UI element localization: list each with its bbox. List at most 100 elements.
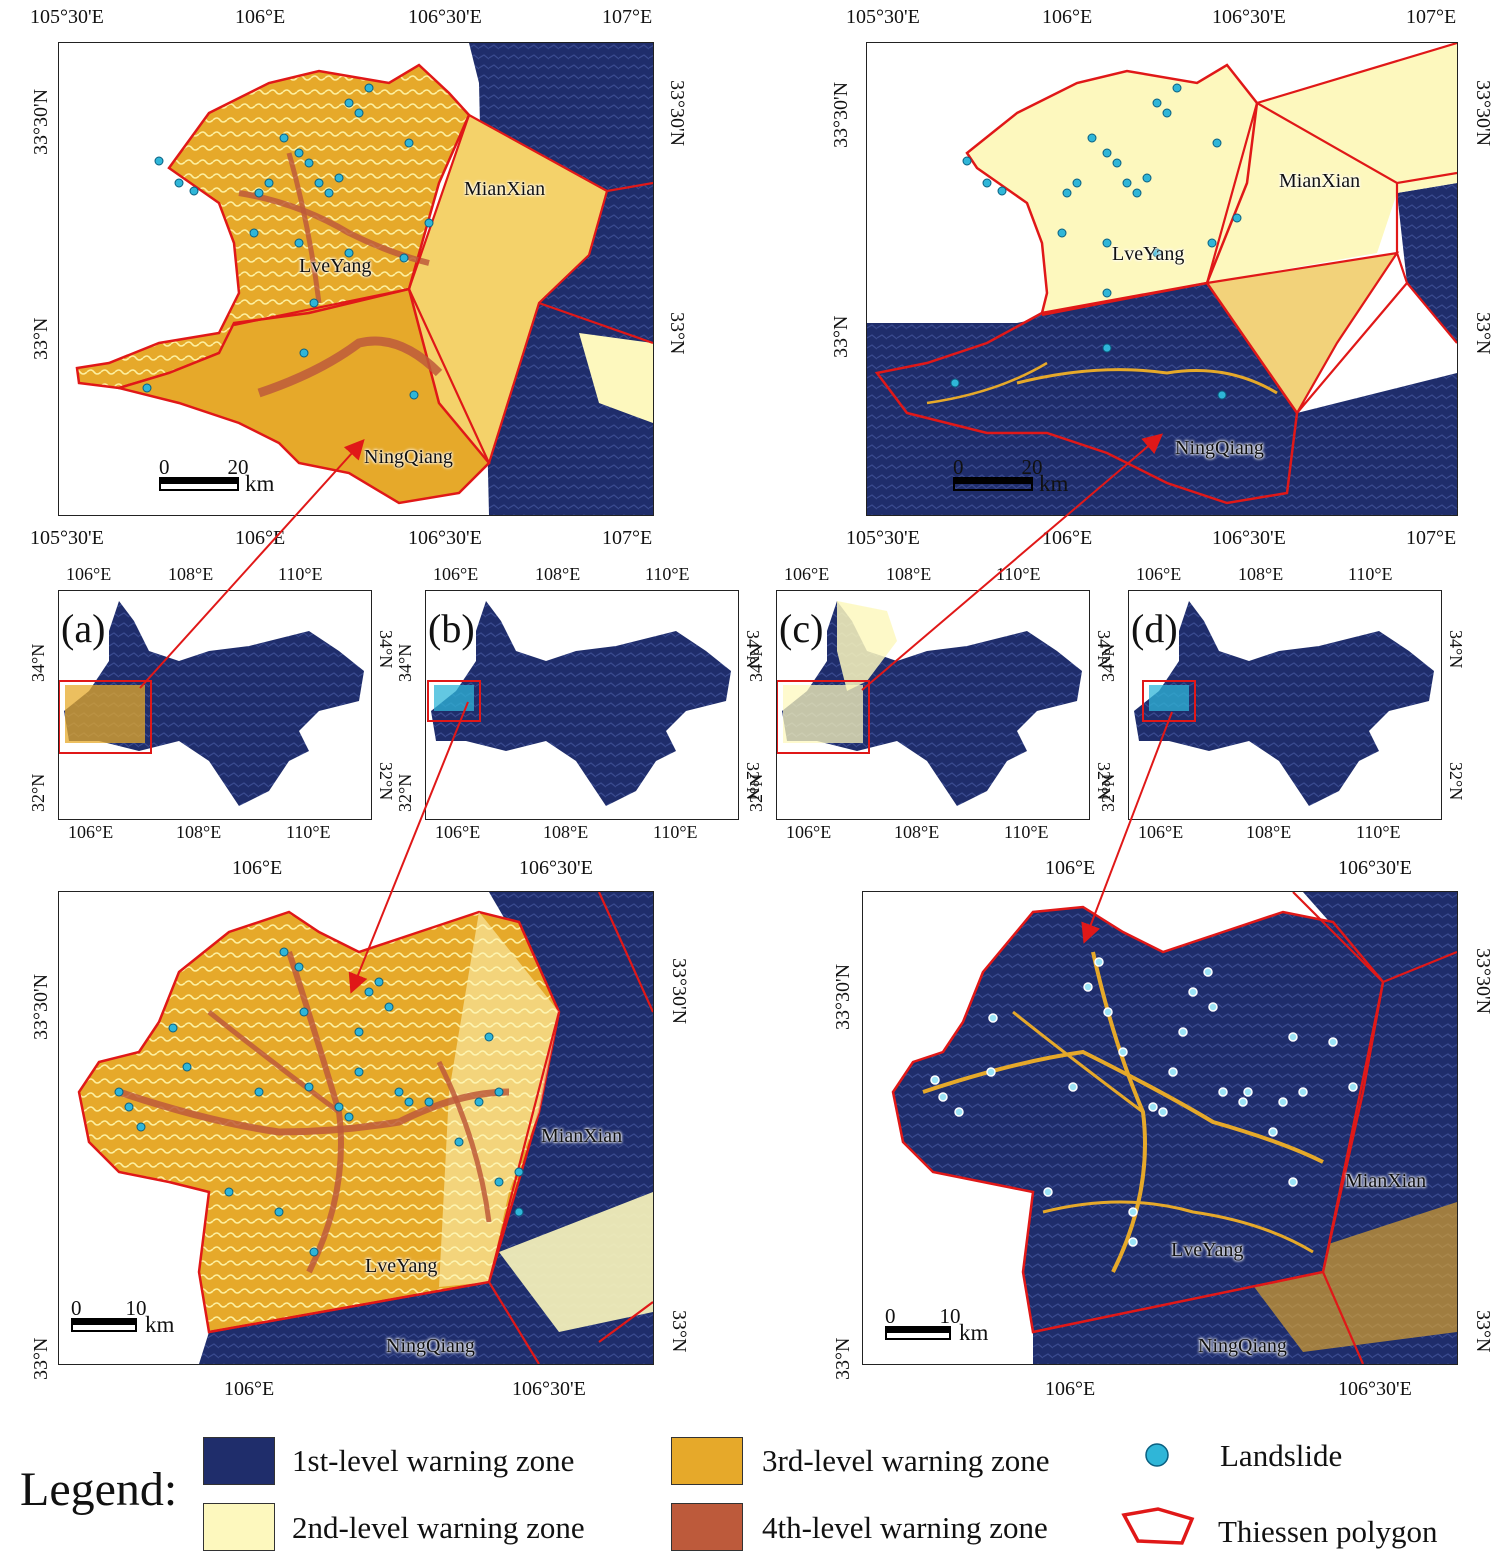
overview-map-panel: (d) — [1128, 590, 1442, 820]
bottom-tick: 105°30'E — [30, 527, 104, 549]
level4-valley — [117, 1088, 510, 1136]
top-tick: 107°E — [602, 6, 653, 28]
right-tick: 33°N — [668, 1310, 690, 1353]
level2-area — [1207, 43, 1457, 283]
top-tick: 106°E — [235, 6, 286, 28]
overview-bottom-tick: 108°E — [894, 822, 940, 842]
overview-bottom-tick: 108°E — [543, 822, 589, 842]
right-tick: 33°30'N — [1472, 80, 1494, 147]
overview-left-tick: 34°N — [28, 643, 48, 682]
overview-map-panel: (b) — [425, 590, 739, 820]
level3-area — [1243, 1202, 1457, 1352]
overview-map-svg — [1129, 591, 1441, 819]
left-tick: 33°N — [30, 1337, 52, 1380]
level2-area — [439, 912, 559, 1287]
left-tick: 33°N — [832, 1337, 854, 1380]
top-left-map-svg — [59, 43, 653, 515]
overview-bottom-tick: 108°E — [1246, 822, 1292, 842]
bottom-tick: 106°30'E — [1212, 527, 1286, 549]
overview-top-tick: 106°E — [433, 564, 479, 584]
label-ningqiang: NingQiang — [1175, 437, 1264, 459]
overview-left-tick: 34°N — [395, 643, 415, 682]
left-tick: 33°N — [830, 315, 852, 358]
top-tick: 105°30'E — [30, 6, 104, 28]
study-area-fill — [1149, 685, 1189, 711]
level3-area — [1207, 253, 1397, 413]
overview-left-tick: 32°N — [1098, 773, 1118, 812]
landslide-points — [930, 957, 1358, 1247]
legend-title: Legend: — [20, 1463, 178, 1516]
study-area-fill — [434, 685, 474, 711]
top-tick: 106°30'E — [1338, 857, 1412, 879]
bottom-tick: 107°E — [602, 527, 653, 549]
overview-top-tick: 106°E — [784, 564, 830, 584]
overview-right-tick: 32°N — [1446, 762, 1466, 801]
right-tick: 33°N — [1472, 1310, 1494, 1353]
overview-bottom-tick: 110°E — [653, 822, 698, 842]
level2-area — [499, 1192, 653, 1332]
overview-top-tick: 106°E — [1136, 564, 1182, 584]
thiessen-polygon-lines — [233, 113, 653, 464]
bottom-tick: 106°30'E — [512, 1378, 586, 1400]
overview-map-panel: (c) — [776, 590, 1090, 820]
level4-valley — [286, 152, 322, 304]
label-ningqiang: NingQiang — [386, 1335, 475, 1357]
label-mianxian: MianXian — [541, 1125, 623, 1147]
scale-end: 10 — [125, 1296, 147, 1320]
overview-left-tick: 34°N — [1098, 643, 1118, 682]
overview-bottom-tick: 110°E — [1004, 822, 1049, 842]
legend-landslide-icon — [1145, 1443, 1169, 1467]
study-area-box — [777, 680, 870, 754]
top-tick: 106°30'E — [1212, 6, 1286, 28]
legend-label-thiessen: Thiessen polygon — [1218, 1514, 1438, 1549]
label-mianxian: MianXian — [464, 178, 546, 200]
label-mianxian: MianXian — [1279, 170, 1361, 192]
panel-letter: (c) — [779, 606, 824, 651]
overview-bottom-tick: 110°E — [1356, 822, 1401, 842]
label-lveyang: LveYang — [1171, 1239, 1244, 1261]
right-tick: 33°30'N — [668, 958, 690, 1025]
legend-label-level1: 1st-level warning zone — [292, 1443, 575, 1478]
thiessen-polygon-lines — [1032, 892, 1457, 1364]
legend-swatch-level1 — [203, 1437, 275, 1485]
top-left-map-panel: MianXian LveYang NingQiang 0 20 km — [58, 42, 654, 516]
overview-bottom-tick: 106°E — [435, 822, 481, 842]
legend-label-level3: 3rd-level warning zone — [762, 1443, 1050, 1478]
right-tick: 33°N — [666, 312, 688, 355]
overview-top-tick: 108°E — [1238, 564, 1284, 584]
thiessen-polygon-lines — [1041, 43, 1457, 414]
bottom-tick: 105°30'E — [846, 527, 920, 549]
overview-left-tick: 32°N — [746, 773, 766, 812]
legend-label-landslide: Landslide — [1220, 1438, 1343, 1473]
overview-top-tick: 110°E — [278, 564, 323, 584]
right-tick: 33°30'N — [666, 80, 688, 147]
top-tick: 106°30'E — [408, 6, 482, 28]
overview-bottom-tick: 110°E — [286, 822, 331, 842]
overview-top-tick: 108°E — [886, 564, 932, 584]
bottom-tick: 106°30'E — [408, 527, 482, 549]
scale-unit: km — [959, 1320, 989, 1345]
overview-right-tick: 34°N — [1446, 630, 1466, 669]
legend-swatch-level3 — [671, 1437, 743, 1485]
top-right-map-svg — [867, 43, 1457, 515]
label-mianxian: MianXian — [1345, 1170, 1427, 1192]
level3-valley — [1012, 1010, 1144, 1114]
overview-top-tick: 108°E — [535, 564, 581, 584]
level3-valley — [1042, 1200, 1314, 1254]
left-tick: 33°N — [30, 317, 52, 360]
overview-left-tick: 34°N — [746, 643, 766, 682]
overview-top-tick: 106°E — [66, 564, 112, 584]
right-tick: 33°N — [1472, 312, 1494, 355]
overview-bottom-tick: 108°E — [176, 822, 222, 842]
thiessen-polygon-lines — [208, 892, 653, 1364]
panel-letter: (b) — [428, 606, 475, 651]
label-lveyang: LveYang — [1112, 243, 1185, 265]
left-tick: 33°30'N — [30, 973, 52, 1040]
scale-start: 0 — [885, 1304, 896, 1328]
overview-right-tick: 34°N — [376, 630, 396, 669]
label-ningqiang: NingQiang — [364, 446, 453, 468]
overview-map-svg — [777, 591, 1089, 819]
bottom-right-map-panel: MianXian LveYang NingQiang 0 10 km — [862, 891, 1458, 1365]
overview-left-tick: 32°N — [28, 773, 48, 812]
top-tick: 106°30'E — [519, 857, 593, 879]
